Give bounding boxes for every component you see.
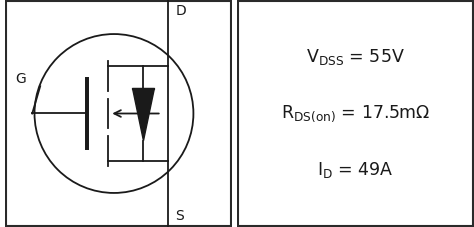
Text: G: G <box>16 72 26 86</box>
Text: $\mathregular{V_{DSS}}$ = 55V: $\mathregular{V_{DSS}}$ = 55V <box>306 47 405 67</box>
Polygon shape <box>133 89 155 141</box>
Text: D: D <box>175 4 186 18</box>
Text: $\mathregular{I_D}$ = 49A: $\mathregular{I_D}$ = 49A <box>317 160 394 180</box>
Text: S: S <box>175 209 184 223</box>
Text: $\mathregular{R_{DS(on)}}$ = 17.5m$\Omega$: $\mathregular{R_{DS(on)}}$ = 17.5m$\Omeg… <box>281 103 430 124</box>
